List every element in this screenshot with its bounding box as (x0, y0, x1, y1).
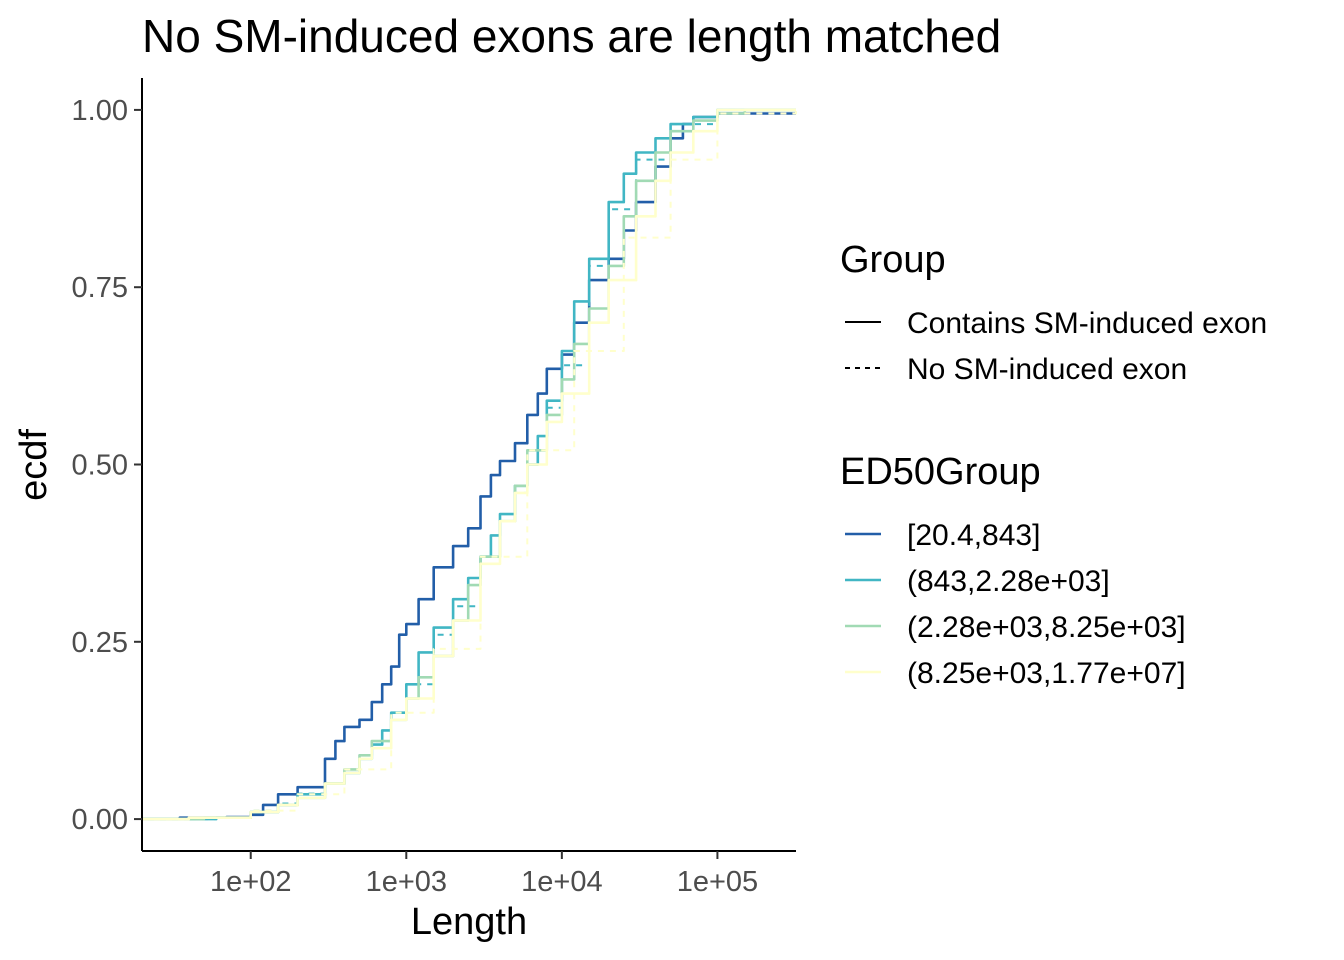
x-tick-label-3: 1e+04 (521, 866, 602, 898)
legend-ed50-item-1: [20.4,843] (907, 519, 1040, 552)
x-tick-label-4: 1e+05 (677, 866, 758, 898)
legend-group: Group Contains SM-induced exon No SM-ind… (840, 239, 1267, 386)
y-axis-ticks: 0.00 0.25 0.50 0.75 1.00 (72, 95, 142, 836)
legend-group-item-no: No SM-induced exon (907, 353, 1187, 386)
plot-area: 1e+02 1e+03 1e+04 1e+05 0.00 0.25 0.50 0.75 1.0… (72, 78, 797, 898)
legend-group-item-contains: Contains SM-induced exon (907, 307, 1267, 340)
y-tick-label-1: 0.00 (72, 804, 128, 836)
y-tick-label-5: 1.00 (72, 95, 128, 127)
legend-ed50-item-4: (8.25e+03,1.77e+07] (907, 657, 1186, 690)
series-lines (142, 108, 797, 821)
series-line-4 (142, 108, 796, 821)
x-tick-label-2: 1e+03 (366, 866, 447, 898)
series-line-1 (142, 112, 796, 821)
series-line-2 (142, 108, 796, 821)
y-axis-title: ecdf (13, 429, 55, 501)
x-axis-ticks: 1e+02 1e+03 1e+04 1e+05 (210, 851, 758, 898)
legend-group-title: Group (840, 239, 946, 281)
legend-ed50-item-2: (843,2.28e+03] (907, 565, 1110, 598)
series-line-3 (142, 108, 796, 821)
y-tick-label-4: 0.75 (72, 272, 128, 304)
chart-title: No SM-induced exons are length matched (142, 10, 1001, 62)
y-tick-label-3: 0.50 (72, 450, 128, 482)
y-tick-label-2: 0.25 (72, 627, 128, 659)
legend-ed50-title: ED50Group (840, 451, 1041, 493)
x-tick-label-1: 1e+02 (210, 866, 291, 898)
series-line-6 (142, 109, 797, 821)
series-line-5 (142, 108, 796, 821)
legend-ed50-item-3: (2.28e+03,8.25e+03] (907, 611, 1186, 644)
x-axis-title: Length (411, 901, 527, 943)
legend-ed50: ED50Group [20.4,843] (843,2.28e+03] (2.2… (840, 451, 1186, 690)
